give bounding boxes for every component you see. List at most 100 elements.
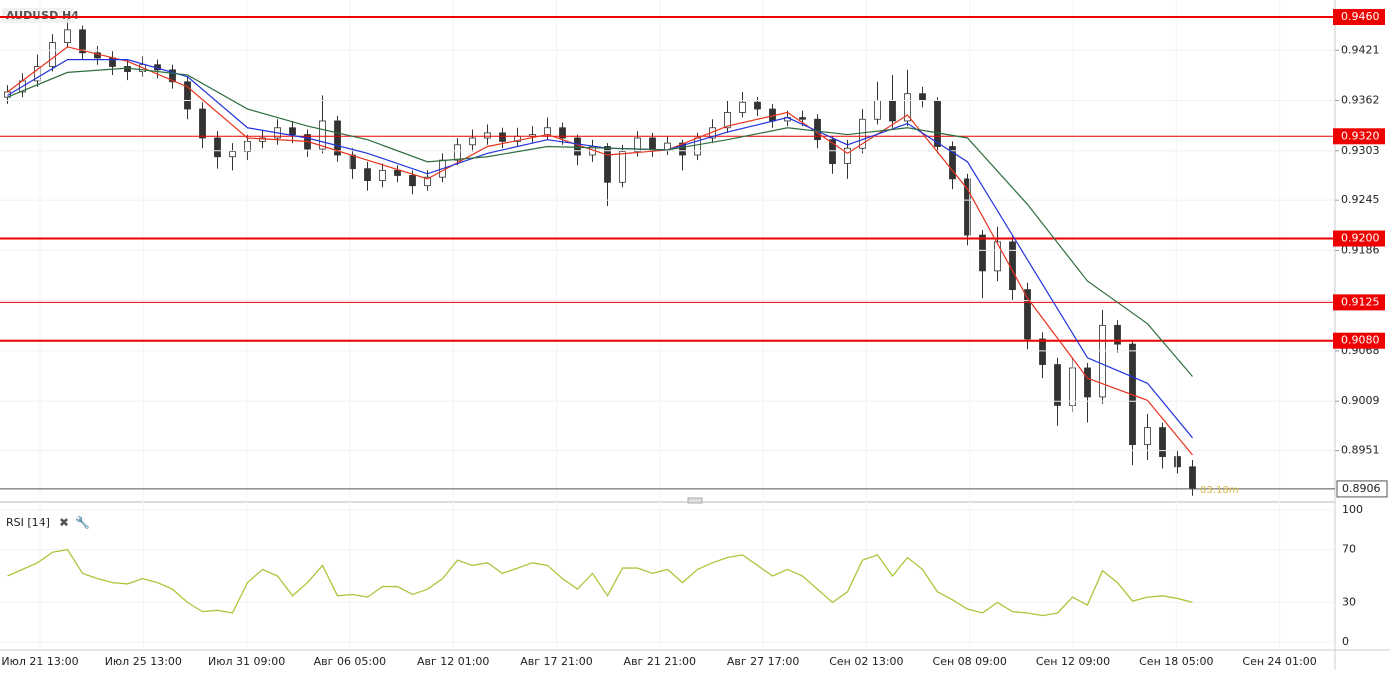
main-pane [4,18,1196,496]
y-tick-label: 0.8951 [1341,444,1380,457]
candle-body [1054,364,1061,406]
pane-resize-handle[interactable] [687,497,703,504]
level-label: 0.9460 [1341,10,1380,23]
x-tick-label: Сен 12 09:00 [1036,655,1110,668]
candle-body [64,29,71,43]
y-tick-label: 0.9186 [1341,243,1380,256]
candle-body [844,147,851,164]
candle-body [214,137,221,158]
last-price-label: 0.8906 [1342,482,1381,495]
candle-body [934,100,941,147]
candle-body [994,241,1001,272]
candle-body [649,137,656,151]
candle-body [364,168,371,181]
candle-body [259,137,266,142]
candle-body [79,29,86,54]
candle-body [739,101,746,113]
x-tick-label: Авг 21 21:00 [624,655,696,668]
candle-body [559,127,566,139]
candle-body [184,81,191,110]
candle-body [289,127,296,135]
candle-body [1039,338,1046,365]
rsi-settings-icon[interactable]: 🔧 [75,515,90,530]
level-label-box [1333,332,1385,349]
candle-body [604,146,611,183]
rsi-title: RSI [14] [6,516,50,529]
candle-body [484,132,491,139]
candle-body [244,140,251,153]
x-tick-label: Авг 27 17:00 [727,655,799,668]
candle-body [199,108,206,139]
candle-body [394,169,401,176]
candle-body [829,139,836,164]
x-tick-label: Июл 21 13:00 [1,655,78,668]
candle-body [1024,289,1031,340]
candle-body [424,176,431,187]
candle-body [169,69,176,83]
candle-body [904,93,911,122]
x-tick-label: Авг 06 05:00 [314,655,386,668]
candle-body [1084,367,1091,398]
level-label-box [1333,294,1385,311]
candle-body [334,120,341,156]
level-label: 0.9320 [1341,129,1380,142]
symbol-title: AUDUSD H4 [6,9,79,22]
candle-body [379,169,386,181]
candle-body [469,137,476,146]
x-tick-label: Сен 24 01:00 [1242,655,1316,668]
candle-body [634,137,641,153]
moving-average-line [7,67,1193,377]
level-label-box [1333,9,1385,26]
candle-body [1009,241,1016,291]
x-tick-label: Авг 17 21:00 [520,655,592,668]
level-label: 0.9200 [1341,232,1380,245]
candle-body [724,112,731,129]
x-tick-label: Авг 12 01:00 [417,655,489,668]
candle-body [499,132,506,142]
level-label-box [1333,230,1385,247]
x-tick-label: Сен 02 13:00 [829,655,903,668]
rsi-tick-label: 70 [1342,543,1356,556]
level-label: 0.9080 [1341,334,1380,347]
candle-body [1099,324,1106,398]
candle-body [454,144,461,161]
candle-body [754,101,761,110]
candle-body [229,151,236,158]
rsi-tick-label: 0 [1342,635,1349,648]
last-price-box [1336,480,1388,498]
candle-body [1174,456,1181,468]
candle-body [889,100,896,122]
candle-body [544,127,551,135]
candle-body [1144,427,1151,446]
y-tick-label: 0.9421 [1341,43,1380,56]
level-label: 0.9125 [1341,295,1380,308]
candle-body [124,66,131,72]
y-tick-label: 0.9245 [1341,193,1380,206]
rsi-line [7,548,1193,617]
candle-body [964,178,971,236]
candle-body [679,142,686,156]
candle-body [919,93,926,101]
candle-body [979,234,986,272]
candle-body [319,120,326,150]
candle-body [1114,324,1121,345]
y-tick-label: 0.9362 [1341,94,1380,107]
moving-average-line [7,46,1193,456]
y-tick-label: 0.9009 [1341,394,1380,407]
y-tick-label: 0.9303 [1341,144,1380,157]
candle-body [874,100,881,120]
candle-body [49,42,56,67]
symbol-badge [2,8,74,23]
candle-body [1189,466,1196,490]
candle-body [619,151,626,183]
x-tick-label: Сен 18 05:00 [1139,655,1213,668]
candle-body [409,175,416,187]
rsi-tick-label: 100 [1342,503,1363,516]
rsi-close-icon[interactable]: ✖ [59,516,69,530]
rsi-tick-label: 30 [1342,595,1356,608]
x-tick-label: Июл 25 13:00 [105,655,182,668]
candle-body [799,117,806,120]
candle-body [1159,427,1166,457]
